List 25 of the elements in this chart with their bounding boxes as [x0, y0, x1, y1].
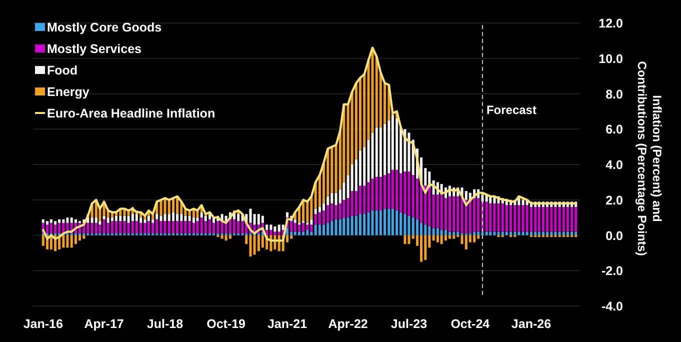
- x-tick-label: Apr-22: [328, 317, 368, 331]
- legend-label: Mostly Core Goods: [47, 20, 162, 34]
- y-tick-label: 0.0: [606, 228, 624, 243]
- y-tick-label: 8.0: [606, 87, 624, 102]
- x-tick-label: Jul-18: [146, 317, 184, 331]
- y-tick-label: 2.0: [606, 193, 624, 208]
- x-tick-label: Jul-23: [390, 317, 428, 331]
- y-tick-label: 10.0: [598, 52, 624, 66]
- x-tick-label: Apr-17: [84, 317, 124, 331]
- legend-label: Energy: [47, 85, 90, 99]
- y-tick-label: -2.0: [601, 264, 624, 278]
- ref-line-label: Forecast: [486, 103, 536, 117]
- legend-label: Food: [47, 64, 78, 78]
- legend-label: Euro-Area Headline Inflation: [47, 106, 216, 120]
- y-tick-label: 4.0: [606, 158, 624, 172]
- x-tick-label: Oct-24: [450, 317, 490, 331]
- y-axis-title: Inflation (Percent) and Contributions (Percentage Points): [635, 61, 664, 256]
- x-tick-label: Oct-19: [206, 317, 246, 331]
- x-tick-label: Jan-21: [267, 317, 308, 331]
- y-tick-label: -4.0: [601, 300, 624, 314]
- y-tick-label: 12.0: [598, 16, 624, 30]
- x-tick-label: Jan-16: [23, 317, 63, 331]
- legend-label: Mostly Services: [47, 42, 142, 56]
- y-tick-label: 6.0: [606, 122, 624, 137]
- x-tick-label: Jan-26: [511, 317, 552, 331]
